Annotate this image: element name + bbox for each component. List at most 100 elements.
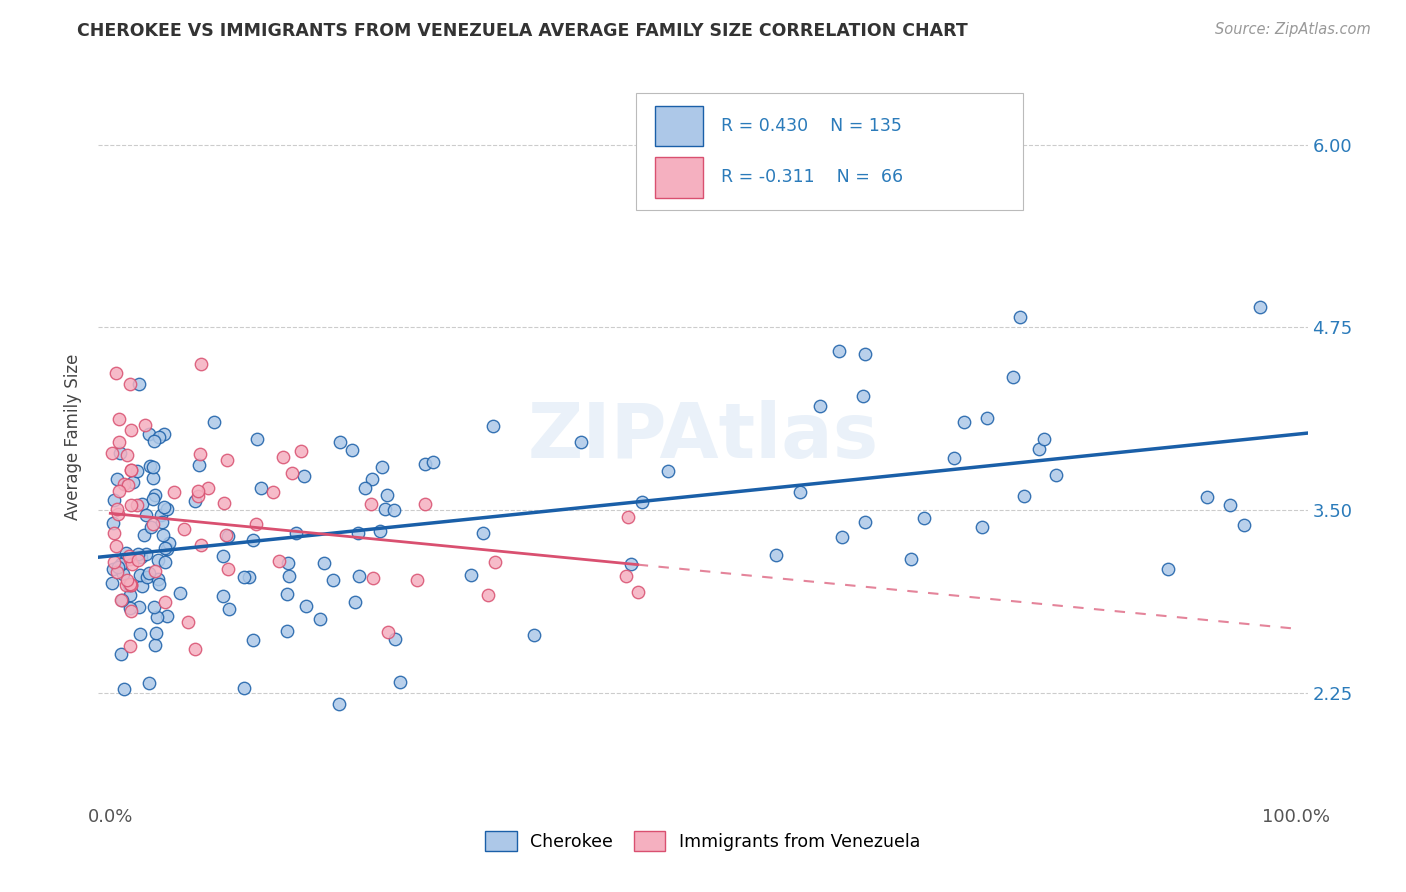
Point [105,471,128,485]
Point [103,525,125,540]
Point [135,508,157,522]
Point [104,366,127,380]
Point [242,632,264,647]
Point [145,626,167,640]
Point [129,550,152,565]
Point [108,435,131,450]
Point [278,569,301,583]
Point [406,573,429,587]
Point [187,484,209,499]
Bar [655,157,703,197]
Point [900,552,922,566]
Point [112,681,135,696]
Point [245,516,267,531]
Point [616,510,638,524]
Point [292,468,315,483]
Point [285,526,308,541]
Point [1012,489,1035,503]
Point [110,647,132,661]
Point [187,489,209,503]
Point [360,472,382,486]
Point [101,562,124,576]
Text: CHEROKEE VS IMMIGRANTS FROM VENEZUELA AVERAGE FAMILY SIZE CORRELATION CHART: CHEROKEE VS IMMIGRANTS FROM VENEZUELA AV… [77,22,969,40]
Point [131,497,153,511]
Point [121,558,143,572]
Point [115,546,138,560]
Point [276,624,298,639]
Point [129,568,152,582]
Point [852,389,875,403]
Point [148,572,170,586]
Text: R = 0.430    N = 135: R = 0.430 N = 135 [721,117,903,136]
Point [118,549,141,563]
Point [120,578,142,592]
Point [101,446,124,460]
Point [190,357,212,371]
Point [188,458,211,473]
Point [128,600,150,615]
Point [120,604,142,618]
Point [112,566,135,581]
Point [214,528,236,542]
Point [111,556,134,570]
Point [1195,490,1218,504]
Point [217,529,239,543]
Point [142,460,165,475]
Point [120,499,142,513]
Point [375,488,398,502]
Point [111,593,134,607]
Point [107,412,129,426]
Point [143,638,166,652]
Point [127,498,149,512]
Point [477,588,499,602]
Point [115,577,138,591]
Point [294,599,316,614]
Point [249,481,271,495]
Point [569,435,592,450]
Point [134,528,156,542]
Text: Source: ZipAtlas.com: Source: ZipAtlas.com [1215,22,1371,37]
Point [110,592,132,607]
Point [146,609,169,624]
Point [120,463,142,477]
Point [374,501,396,516]
Point [184,641,207,656]
Point [152,527,174,541]
Point [415,497,437,511]
Point [118,640,141,654]
Point [101,516,124,530]
Point [657,464,679,478]
Point [267,554,290,568]
Point [103,555,125,569]
Point [217,561,239,575]
Point [110,558,132,572]
Point [202,415,225,429]
Point [173,522,195,536]
Point [145,564,167,578]
Point [212,589,235,603]
Point [217,453,239,467]
Point [153,500,176,514]
Point [122,475,145,489]
Point [614,569,637,583]
Point [281,466,304,480]
Point [190,538,212,552]
Point [343,594,366,608]
Point [363,571,385,585]
Point [246,432,269,446]
Point [142,470,165,484]
Point [765,549,787,563]
Point [118,577,141,591]
Point [328,697,350,711]
Point [340,442,363,457]
Point [377,624,399,639]
Point [177,615,200,629]
Point [118,552,141,566]
Point [107,483,129,498]
Y-axis label: Average Family Size: Average Family Size [65,354,83,520]
Point [101,575,124,590]
Point [329,435,352,450]
Point [142,434,165,448]
Point [290,443,312,458]
Point [309,612,332,626]
